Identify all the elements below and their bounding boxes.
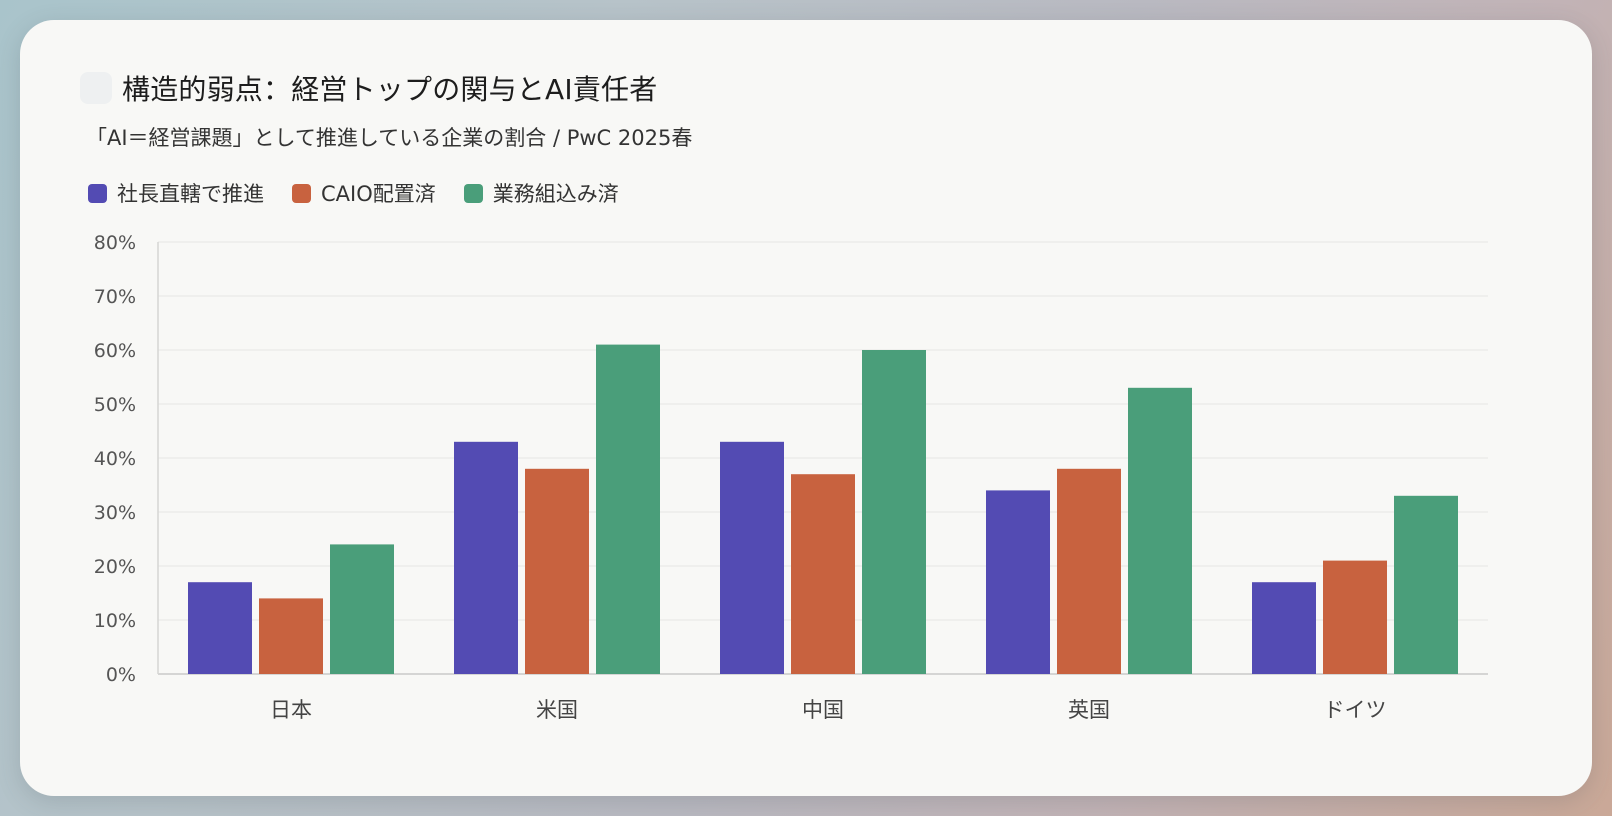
title-row: 構造的弱点：経営トップの関与とAI責任者 — [80, 68, 657, 108]
bar-2-series-0 — [720, 441, 784, 674]
x-tick-label-2: 中国 — [802, 698, 844, 722]
legend-item-series-2[interactable]: 業務組込み済 — [463, 178, 619, 208]
bar-4-series-0 — [1252, 582, 1316, 674]
x-tick-label-0: 日本 — [270, 698, 312, 722]
bar-2-series-1 — [791, 474, 855, 674]
bar-4-series-1 — [1323, 560, 1387, 674]
y-tick-label-50: 50% — [94, 394, 136, 416]
x-tick-label-1: 米国 — [536, 698, 578, 722]
bar-1-series-1 — [525, 468, 589, 674]
legend-item-series-0[interactable]: 社長直轄で推進 — [88, 178, 264, 208]
bar-1-series-0 — [454, 441, 518, 674]
chart-title: 構造的弱点：経営トップの関与とAI責任者 — [122, 73, 658, 106]
y-tick-label-60: 60% — [94, 340, 136, 362]
title-badge — [80, 72, 112, 104]
x-tick-label-3: 英国 — [1068, 698, 1110, 722]
legend-label-series-1: CAIO配置済 — [321, 182, 436, 206]
chart-subtitle: 「AI＝経営課題」として推進している企業の割合 / PwC 2025春 — [86, 126, 693, 150]
legend-swatch-series-0 — [88, 183, 107, 203]
y-tick-label-30: 30% — [94, 502, 136, 524]
y-tick-label-70: 70% — [94, 286, 136, 308]
legend-label-series-0: 社長直轄で推進 — [117, 182, 264, 206]
legend-swatch-series-1 — [292, 183, 311, 203]
legend-label-series-2: 業務組込み済 — [492, 182, 619, 206]
legend-swatch-series-2 — [463, 183, 483, 203]
y-tick-label-40: 40% — [94, 448, 136, 470]
y-tick-label-20: 20% — [94, 556, 136, 578]
y-tick-label-0: 0% — [106, 664, 136, 686]
bar-4-series-2 — [1394, 495, 1458, 674]
x-tick-label-4: ドイツ — [1324, 698, 1387, 722]
bar-0-series-1 — [259, 598, 323, 674]
y-tick-label-80: 80% — [94, 232, 136, 254]
legend: 社長直轄で推進 CAIO配置済 業務組込み済 — [88, 178, 647, 208]
bar-2-series-2 — [862, 350, 926, 674]
bar-3-series-0 — [986, 490, 1050, 674]
bar-0-series-0 — [188, 582, 252, 674]
bar-3-series-2 — [1128, 387, 1192, 674]
legend-item-series-1[interactable]: CAIO配置済 — [292, 178, 436, 208]
bar-3-series-1 — [1057, 468, 1121, 674]
bar-1-series-2 — [596, 344, 660, 674]
bar-0-series-2 — [330, 544, 394, 674]
bar-chart: 0% 10% 20% 30% 40% 50% 60% 70% 80% 日本 米国 中国 英国 ドイツ — [94, 232, 1488, 722]
chart-card: 構造的弱点：経営トップの関与とAI責任者 「AI＝経営課題」として推進している企… — [20, 20, 1592, 796]
y-tick-label-10: 10% — [94, 610, 136, 632]
